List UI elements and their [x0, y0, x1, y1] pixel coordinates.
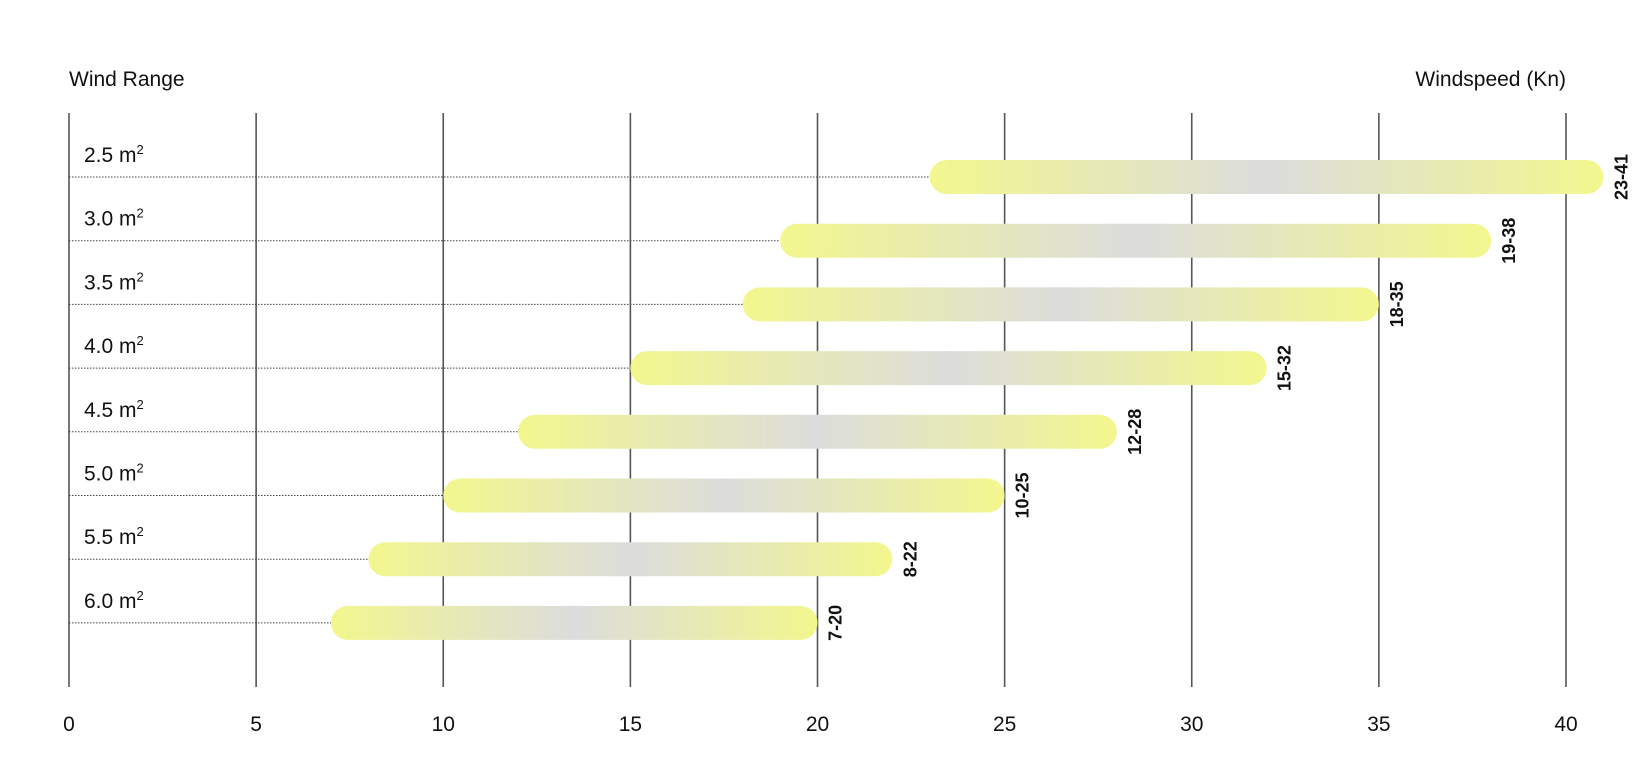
x-tick-label: 30	[1180, 713, 1203, 736]
x-tick-label: 15	[619, 713, 642, 736]
range-value-label: 8-22	[900, 541, 920, 577]
range-bar	[443, 478, 1005, 513]
left-header: Wind Range	[69, 68, 185, 91]
row-label: 2.5 m2	[84, 142, 144, 167]
x-tick-label: 40	[1554, 713, 1577, 736]
range-value-label: 19-38	[1499, 218, 1519, 264]
range-bar	[330, 605, 818, 640]
row-label: 4.5 m2	[84, 397, 144, 422]
range-bar	[742, 287, 1379, 322]
x-tick-label: 5	[250, 713, 262, 736]
bar-layer	[330, 160, 1604, 640]
row-label: 6.0 m2	[84, 588, 144, 613]
right-header: Windspeed (Kn)	[1415, 68, 1566, 91]
label-layer: 2.5 m2 23-41 3.0 m2 19-38 3.5 m2 18-35 4.0 m2 1…	[84, 142, 1631, 641]
row-label: 5.5 m2	[84, 524, 144, 549]
row-label: 4.0 m2	[84, 333, 144, 358]
range-value-label: 23-41	[1611, 154, 1631, 200]
row-label: 5.0 m2	[84, 461, 144, 486]
row-label: 3.0 m2	[84, 206, 144, 231]
range-value-label: 18-35	[1387, 281, 1407, 327]
x-tick-label: 10	[432, 713, 455, 736]
range-bar	[518, 414, 1117, 449]
range-bar	[929, 160, 1604, 194]
range-value-label: 10-25	[1013, 472, 1033, 518]
range-bar	[630, 351, 1267, 386]
x-tick-label: 35	[1367, 713, 1390, 736]
x-tick-label: 0	[63, 713, 75, 736]
range-value-label: 7-20	[826, 605, 846, 641]
range-value-label: 15-32	[1275, 345, 1295, 391]
range-value-label: 12-28	[1125, 409, 1145, 455]
range-bar	[368, 542, 893, 577]
x-tick-label: 20	[806, 713, 829, 736]
grid-layer: 0 5 10 15 20 25 30 35 40	[63, 113, 1578, 736]
row-label: 3.5 m2	[84, 269, 144, 294]
x-tick-label: 25	[993, 713, 1016, 736]
guide-layer	[69, 176, 930, 624]
range-bar	[780, 223, 1492, 258]
